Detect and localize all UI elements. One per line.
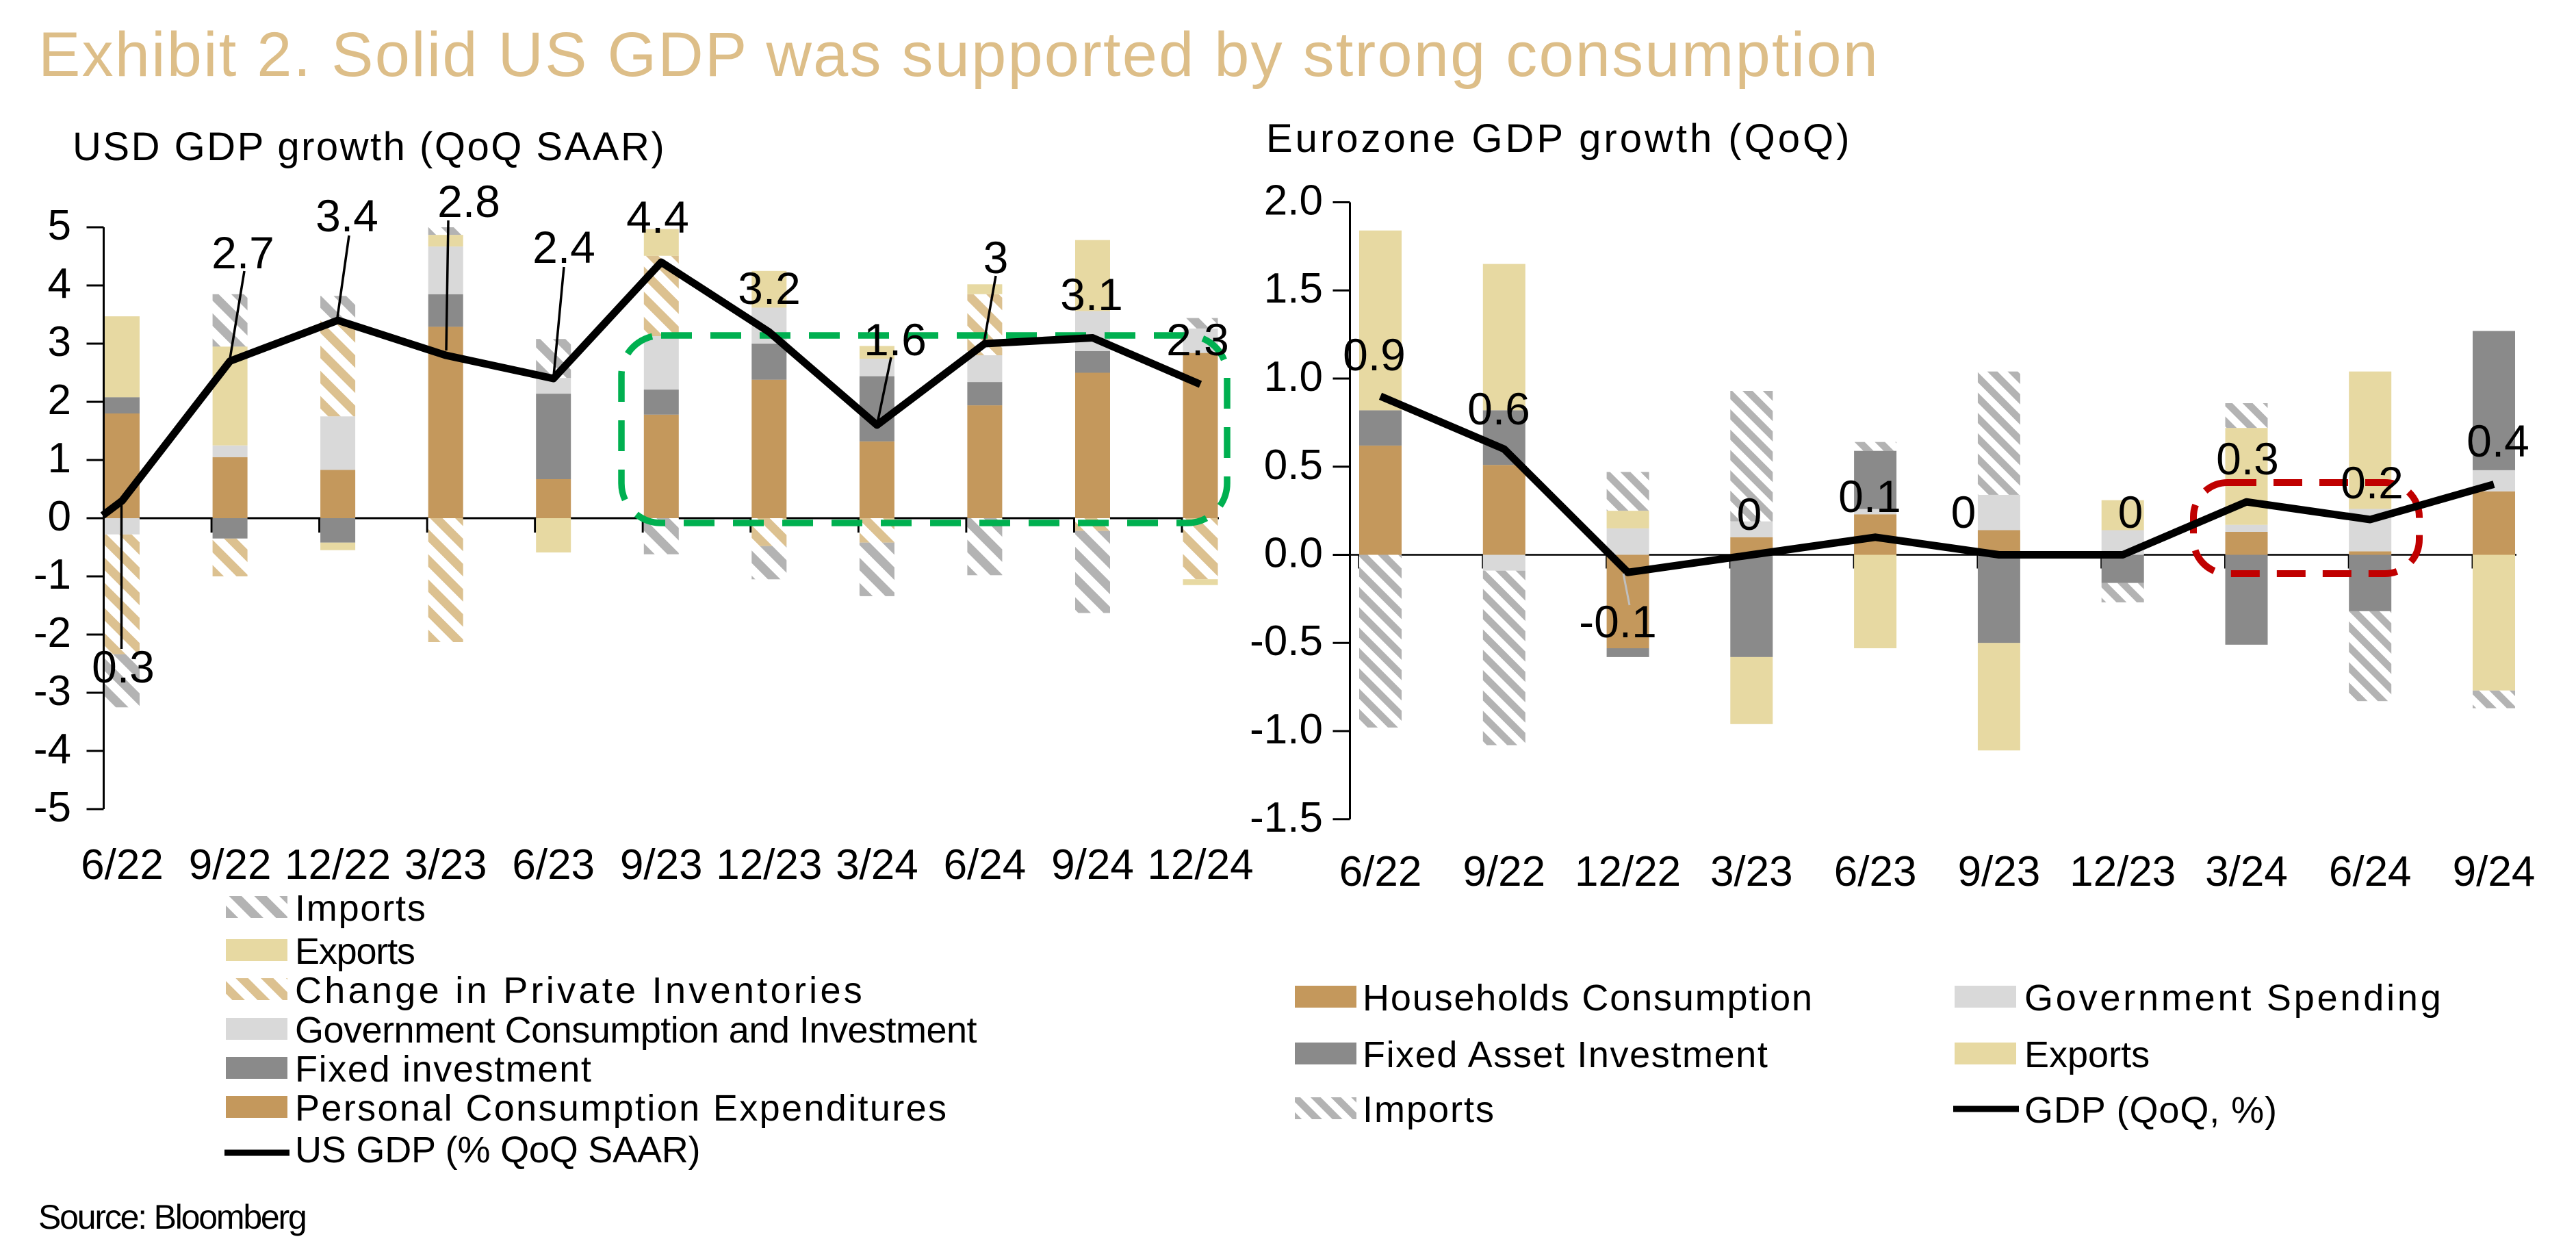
svg-text:-1.5: -1.5 bbox=[1250, 794, 1323, 841]
svg-text:0.6: 0.6 bbox=[1467, 383, 1530, 434]
svg-text:-5: -5 bbox=[34, 784, 71, 831]
svg-text:0.4: 0.4 bbox=[2466, 416, 2529, 466]
svg-text:-0.5: -0.5 bbox=[1250, 617, 1323, 665]
svg-text:Government Spending: Government Spending bbox=[2024, 978, 2444, 1019]
svg-text:0: 0 bbox=[1737, 489, 1762, 539]
svg-text:3: 3 bbox=[983, 232, 1009, 283]
svg-text:-1.0: -1.0 bbox=[1250, 706, 1323, 753]
svg-text:GDP (QoQ, %): GDP (QoQ, %) bbox=[2024, 1090, 2278, 1131]
svg-text:4: 4 bbox=[48, 260, 71, 307]
svg-text:US GDP (% QoQ SAAR): US GDP (% QoQ SAAR) bbox=[295, 1129, 700, 1171]
svg-text:Exhibit 2. Solid US GDP was su: Exhibit 2. Solid US GDP was supported by… bbox=[38, 20, 1879, 90]
svg-text:-1: -1 bbox=[34, 551, 71, 598]
svg-text:2: 2 bbox=[48, 376, 71, 424]
svg-text:3/24: 3/24 bbox=[836, 841, 918, 889]
svg-text:3.2: 3.2 bbox=[738, 263, 801, 314]
svg-text:Source: Bloomberg: Source: Bloomberg bbox=[38, 1198, 306, 1236]
svg-text:5: 5 bbox=[48, 202, 71, 249]
svg-text:3.4: 3.4 bbox=[315, 190, 378, 241]
svg-text:0.5: 0.5 bbox=[1264, 442, 1323, 489]
svg-text:1.0: 1.0 bbox=[1264, 353, 1323, 400]
svg-text:Imports: Imports bbox=[1363, 1089, 1495, 1130]
svg-text:9/24: 9/24 bbox=[1051, 841, 1134, 889]
svg-text:4.4: 4.4 bbox=[626, 192, 689, 242]
svg-text:9/22: 9/22 bbox=[1463, 848, 1545, 895]
svg-text:0.9: 0.9 bbox=[1343, 329, 1406, 380]
svg-text:Exports: Exports bbox=[295, 931, 415, 972]
svg-text:12/24: 12/24 bbox=[1147, 841, 1253, 889]
svg-text:Exports: Exports bbox=[2024, 1034, 2150, 1075]
svg-text:1: 1 bbox=[48, 435, 71, 482]
svg-text:Eurozone GDP growth (QoQ): Eurozone GDP growth (QoQ) bbox=[1266, 116, 1852, 161]
svg-text:3/23: 3/23 bbox=[1710, 848, 1793, 895]
svg-text:Imports: Imports bbox=[295, 888, 427, 929]
svg-text:3/24: 3/24 bbox=[2205, 848, 2288, 895]
svg-text:3/23: 3/23 bbox=[404, 841, 487, 889]
svg-text:0.1: 0.1 bbox=[1838, 471, 1901, 522]
svg-text:Fixed investment: Fixed investment bbox=[295, 1049, 593, 1090]
svg-text:USD GDP growth (QoQ SAAR): USD GDP growth (QoQ SAAR) bbox=[73, 125, 666, 169]
svg-text:6/23: 6/23 bbox=[1834, 848, 1917, 895]
svg-text:9/23: 9/23 bbox=[620, 841, 703, 889]
svg-text:2.0: 2.0 bbox=[1264, 177, 1323, 225]
svg-text:3.1: 3.1 bbox=[1060, 269, 1123, 320]
svg-text:12/23: 12/23 bbox=[2070, 848, 2176, 895]
svg-text:6/23: 6/23 bbox=[512, 841, 595, 889]
svg-text:3: 3 bbox=[48, 318, 71, 366]
svg-text:0.0: 0.0 bbox=[1264, 530, 1323, 577]
svg-text:9/22: 9/22 bbox=[189, 841, 272, 889]
svg-text:2.8: 2.8 bbox=[437, 176, 500, 227]
svg-text:6/22: 6/22 bbox=[81, 841, 164, 889]
svg-text:6/24: 6/24 bbox=[2329, 848, 2412, 895]
svg-text:Personal Consumption Expenditu: Personal Consumption Expenditures bbox=[295, 1088, 948, 1129]
svg-text:12/23: 12/23 bbox=[716, 841, 822, 889]
svg-text:1.6: 1.6 bbox=[864, 314, 927, 365]
svg-text:0.3: 0.3 bbox=[92, 641, 155, 692]
svg-text:12/22: 12/22 bbox=[1575, 848, 1681, 895]
svg-text:0.2: 0.2 bbox=[2341, 457, 2404, 508]
svg-text:6/22: 6/22 bbox=[1339, 848, 1422, 895]
svg-text:9/24: 9/24 bbox=[2453, 848, 2536, 895]
svg-text:12/22: 12/22 bbox=[285, 841, 391, 889]
svg-text:0.3: 0.3 bbox=[2216, 433, 2279, 484]
svg-text:0: 0 bbox=[48, 493, 71, 540]
svg-text:9/23: 9/23 bbox=[1958, 848, 2041, 895]
svg-text:2.4: 2.4 bbox=[532, 222, 595, 272]
svg-text:-0.1: -0.1 bbox=[1579, 596, 1657, 647]
svg-text:-3: -3 bbox=[34, 667, 71, 715]
svg-text:Fixed Asset Investment: Fixed Asset Investment bbox=[1363, 1034, 1768, 1075]
svg-text:Change in Private Inventories: Change in Private Inventories bbox=[295, 970, 865, 1011]
svg-text:0: 0 bbox=[2118, 487, 2143, 537]
svg-text:2.7: 2.7 bbox=[211, 227, 274, 278]
svg-text:Government Consumption and Inv: Government Consumption and Investment bbox=[295, 1010, 977, 1051]
svg-text:2.3: 2.3 bbox=[1166, 314, 1229, 365]
svg-text:0: 0 bbox=[1951, 487, 1976, 537]
svg-text:1.5: 1.5 bbox=[1264, 265, 1323, 312]
svg-text:6/24: 6/24 bbox=[944, 841, 1027, 889]
svg-text:-4: -4 bbox=[34, 726, 71, 773]
svg-text:Households Consumption: Households Consumption bbox=[1363, 978, 1814, 1019]
svg-text:-2: -2 bbox=[34, 609, 71, 656]
